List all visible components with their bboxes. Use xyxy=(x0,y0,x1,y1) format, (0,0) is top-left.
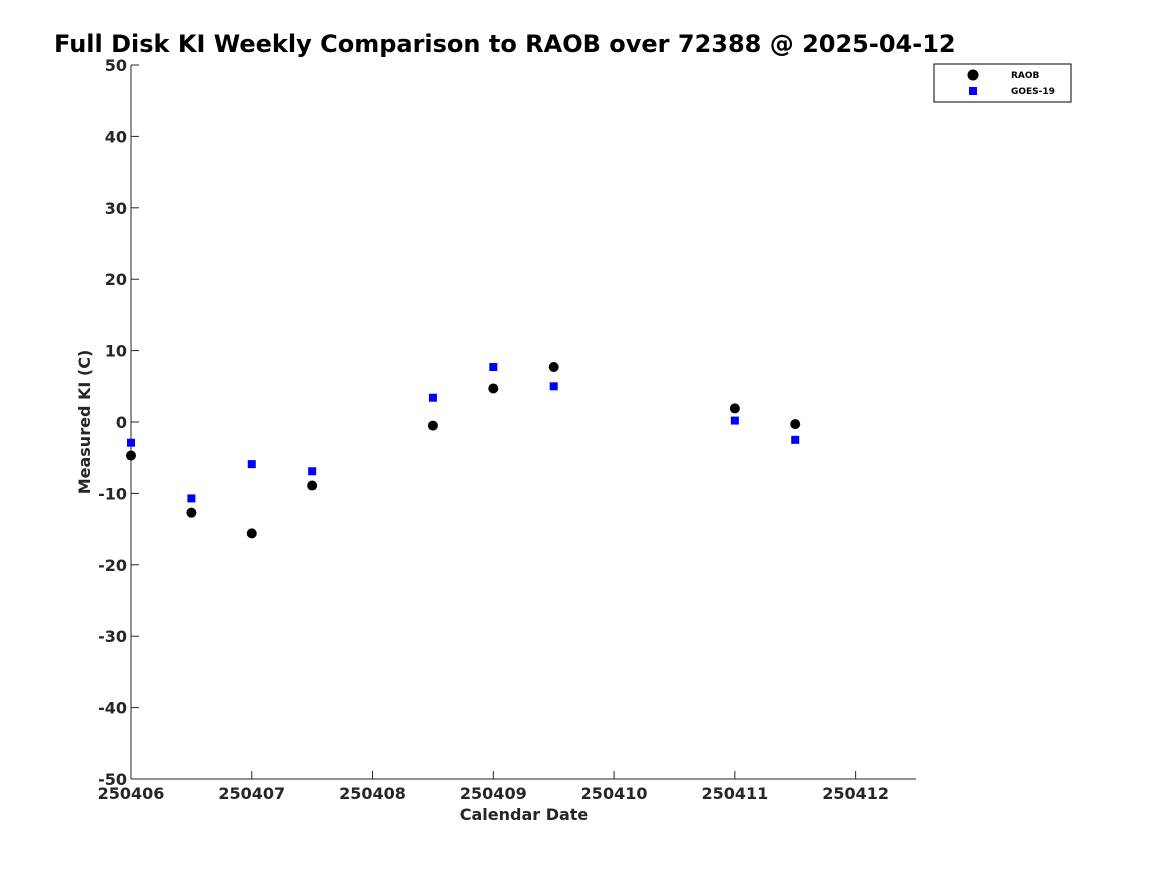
x-tick-label: 250406 xyxy=(98,784,165,803)
point-goes19 xyxy=(489,363,498,372)
point-goes19 xyxy=(549,382,558,391)
point-goes19 xyxy=(127,438,135,447)
point-raob xyxy=(729,403,740,414)
y-axis-ticks: -50 -40 -30 -20 -10 0 10 20 30 40 50 xyxy=(98,56,139,789)
y-tick-label: -10 xyxy=(98,484,127,503)
x-tick-label: 250412 xyxy=(822,784,889,803)
point-raob xyxy=(790,419,801,430)
y-tick-label: 50 xyxy=(105,56,127,75)
point-raob xyxy=(186,507,197,518)
x-tick-label: 250411 xyxy=(701,784,768,803)
y-tick-label: -20 xyxy=(98,556,127,575)
point-goes19 xyxy=(428,393,437,402)
point-raob xyxy=(488,383,499,394)
legend-marker-goes19 xyxy=(969,87,977,95)
point-goes19 xyxy=(791,435,800,444)
legend: RAOB GOES-19 xyxy=(933,63,1072,103)
x-tick-label: 250407 xyxy=(218,784,285,803)
x-tick-label: 250409 xyxy=(460,784,527,803)
point-raob xyxy=(126,450,136,461)
legend-label-goes19: GOES-19 xyxy=(1011,87,1055,97)
y-tick-label: -30 xyxy=(98,627,127,646)
point-goes19 xyxy=(187,494,196,503)
y-tick-label: 0 xyxy=(116,413,127,432)
point-raob xyxy=(307,480,318,491)
legend-label-raob: RAOB xyxy=(1011,71,1040,81)
y-tick-label: 40 xyxy=(105,127,127,146)
x-axis-ticks: 250406 250407 250408 250409 250410 250411 2504… xyxy=(98,771,889,803)
legend-marker-raob xyxy=(967,69,979,81)
point-goes19 xyxy=(308,467,317,476)
legend-box xyxy=(933,63,1072,103)
y-tick-label: 30 xyxy=(105,199,127,218)
y-tick-label: 20 xyxy=(105,270,127,289)
x-axis-label: Calendar Date xyxy=(460,805,589,824)
y-tick-label: -40 xyxy=(98,699,127,718)
y-axis-label: Measured KI (C) xyxy=(75,350,94,495)
point-goes19 xyxy=(247,460,256,469)
y-tick-label: -50 xyxy=(98,770,127,789)
y-tick-label: 10 xyxy=(105,342,127,361)
point-raob xyxy=(427,420,438,431)
data-points xyxy=(126,362,801,539)
point-raob xyxy=(246,528,257,539)
chart-title: Full Disk KI Weekly Comparison to RAOB o… xyxy=(54,30,956,58)
point-goes19 xyxy=(730,416,739,425)
x-tick-label: 250410 xyxy=(581,784,648,803)
x-tick-label: 250408 xyxy=(339,784,406,803)
point-raob xyxy=(548,362,559,373)
